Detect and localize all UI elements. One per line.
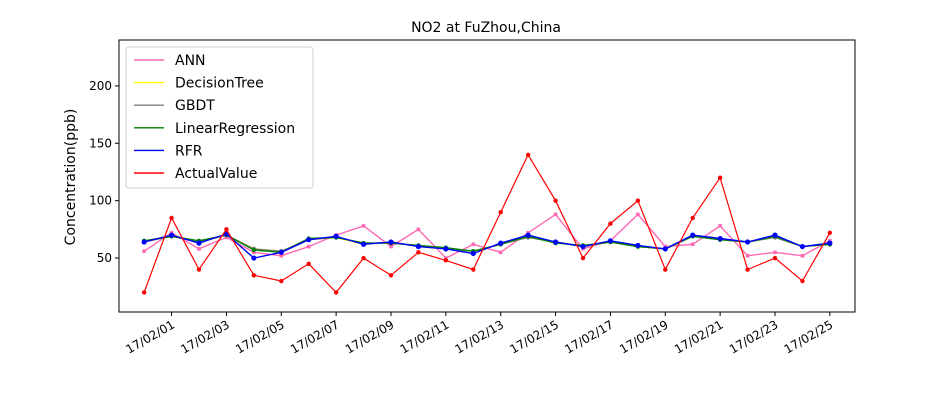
data-point-rfr [360, 241, 367, 247]
data-point-ann [773, 250, 777, 255]
data-point-rfr [196, 240, 202, 246]
data-point-actualvalue [717, 175, 723, 180]
data-point-rfr [470, 250, 476, 257]
data-point-actualvalue [663, 267, 668, 272]
data-point-rfr [552, 239, 559, 245]
data-point-linearregression [251, 247, 257, 253]
legend-label: LinearRegression [175, 121, 295, 137]
legend-label: ActualValue [175, 166, 257, 182]
data-point-ann [444, 256, 448, 260]
data-point-rfr [744, 239, 751, 245]
data-point-ann [718, 224, 722, 228]
series-actualvalue [141, 152, 833, 295]
data-point-actualvalue [196, 267, 202, 272]
legend-label: ANN [175, 53, 206, 69]
y-tick-label: 200 [89, 79, 112, 93]
data-point-rfr [278, 249, 284, 255]
data-point-ann [197, 247, 201, 251]
series-line-rfr [143, 233, 830, 259]
data-point-actualvalue [608, 221, 613, 226]
data-point-ann [416, 227, 421, 232]
data-point-ann [142, 249, 146, 253]
data-point-actualvalue [553, 198, 558, 203]
chart-title: NO2 at FuZhou,China [411, 20, 561, 36]
data-point-rfr [772, 232, 778, 238]
data-point-actualvalue [306, 261, 311, 266]
data-point-ann [252, 250, 256, 255]
data-point-actualvalue [141, 290, 147, 295]
y-tick-label: 50 [97, 251, 112, 265]
legend-label: DecisionTree [175, 76, 264, 92]
series-layer [141, 152, 833, 295]
data-point-actualvalue [169, 215, 174, 221]
data-point-actualvalue [443, 258, 449, 263]
legend-item-gbdt: GBDT [134, 98, 215, 114]
y-tick-label: 150 [89, 136, 112, 150]
data-point-actualvalue [800, 278, 805, 284]
data-point-rfr [635, 242, 641, 249]
series-line-actualvalue [143, 153, 831, 294]
data-point-rfr [827, 240, 833, 246]
data-point-ann [279, 253, 284, 258]
data-point-actualvalue [525, 152, 531, 157]
data-point-rfr [799, 243, 806, 250]
data-point-actualvalue [251, 273, 257, 278]
data-point-ann [690, 242, 695, 247]
data-point-actualvalue [635, 198, 641, 203]
data-point-ann [553, 212, 558, 217]
data-point-rfr [306, 237, 312, 243]
data-point-actualvalue [279, 278, 284, 284]
data-point-actualvalue [827, 230, 833, 236]
legend-item-rfr: RFR [134, 143, 203, 159]
data-point-ann [471, 242, 476, 247]
data-point-actualvalue [498, 209, 503, 215]
series-rfr [141, 231, 833, 261]
legend-item-decisiontree: DecisionTree [134, 76, 264, 92]
data-point-ann [636, 212, 640, 217]
data-point-rfr [690, 232, 696, 238]
data-point-actualvalue [416, 250, 421, 255]
data-point-rfr [415, 243, 422, 250]
data-point-actualvalue [224, 227, 229, 232]
data-point-rfr [141, 239, 147, 245]
data-point-rfr [168, 232, 175, 238]
y-axis-label: Concentration(ppb) [63, 109, 79, 246]
data-point-ann [306, 244, 311, 249]
data-point-rfr [525, 232, 531, 238]
data-point-ann [224, 235, 229, 240]
data-point-rfr [443, 246, 449, 252]
data-point-actualvalue [745, 267, 750, 272]
data-point-ann [361, 224, 366, 228]
legend: ANN DecisionTree GBDT LinearRegression RFR Ac… [125, 46, 314, 189]
data-point-rfr [580, 243, 586, 250]
y-tick-label: 100 [89, 194, 112, 208]
data-point-actualvalue [388, 273, 394, 278]
data-point-ann [800, 253, 805, 258]
legend-item-ann: ANN [134, 53, 206, 69]
data-point-actualvalue [333, 290, 339, 295]
data-point-rfr [662, 246, 668, 252]
data-point-ann [389, 244, 393, 249]
data-point-rfr [717, 235, 723, 242]
data-point-rfr [498, 240, 504, 246]
data-point-actualvalue [772, 255, 778, 261]
data-point-actualvalue [471, 267, 476, 272]
legend-frame [125, 46, 314, 189]
data-point-ann [498, 250, 503, 255]
data-point-rfr [607, 238, 614, 244]
data-point-actualvalue [580, 255, 586, 261]
legend-item-actualvalue: ActualValue [134, 166, 257, 182]
plot-frame [118, 39, 856, 313]
data-point-rfr [333, 233, 339, 239]
data-point-ann [745, 253, 750, 258]
legend-item-linearregression: LinearRegression [134, 121, 295, 137]
data-point-actualvalue [361, 255, 366, 261]
data-point-rfr [251, 255, 257, 261]
data-point-actualvalue [690, 215, 695, 221]
legend-label: RFR [175, 143, 203, 159]
data-point-rfr [388, 239, 394, 245]
legend-label: GBDT [175, 98, 215, 114]
